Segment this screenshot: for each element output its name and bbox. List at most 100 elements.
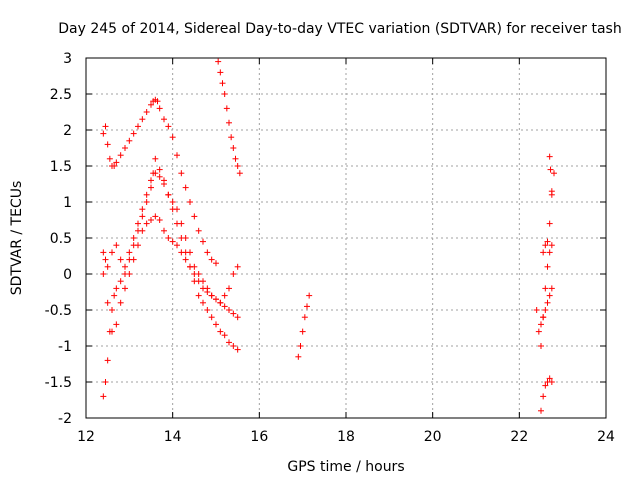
data-point bbox=[148, 217, 154, 223]
data-point bbox=[299, 328, 306, 335]
data-point bbox=[538, 321, 544, 328]
data-point bbox=[139, 206, 146, 213]
data-point bbox=[104, 141, 111, 148]
data-point bbox=[148, 184, 154, 191]
y-tick-label: 2 bbox=[63, 123, 72, 139]
data-point bbox=[152, 213, 159, 220]
data-point bbox=[126, 249, 133, 256]
data-point bbox=[135, 123, 141, 130]
data-point bbox=[122, 145, 128, 151]
data-point bbox=[161, 116, 167, 123]
x-tick-label: 14 bbox=[164, 429, 182, 445]
data-point bbox=[546, 375, 553, 382]
data-point bbox=[546, 249, 553, 256]
series-arc-8 bbox=[538, 375, 555, 414]
axis-ticks bbox=[85, 57, 607, 419]
data-point bbox=[213, 296, 219, 303]
data-point bbox=[546, 292, 553, 299]
data-point bbox=[542, 307, 549, 313]
data-point bbox=[540, 314, 547, 321]
data-point bbox=[221, 303, 228, 310]
data-point bbox=[102, 256, 109, 263]
chart-title: Day 245 of 2014, Sidereal Day-to-day VTE… bbox=[58, 21, 621, 37]
data-point bbox=[169, 134, 176, 141]
data-point bbox=[169, 238, 176, 245]
y-axis-tick-labels: -2 -1.5 -1 -0.5 0 0.5 1 1.5 2 2.5 3 bbox=[45, 51, 72, 427]
data-point bbox=[156, 166, 163, 173]
y-tick-label: 0.5 bbox=[50, 231, 72, 247]
series-arc-2 bbox=[215, 58, 243, 177]
series-arc-11 bbox=[546, 153, 555, 195]
data-point bbox=[228, 134, 235, 141]
data-point bbox=[533, 307, 540, 313]
data-point bbox=[169, 199, 176, 205]
data-point bbox=[130, 256, 137, 263]
y-tick-label: -0.5 bbox=[45, 303, 72, 319]
data-point bbox=[538, 343, 544, 349]
data-point bbox=[295, 353, 302, 360]
data-point bbox=[548, 285, 555, 292]
data-point bbox=[174, 242, 180, 249]
data-point bbox=[234, 314, 241, 321]
data-point bbox=[215, 58, 222, 65]
x-tick-label: 16 bbox=[250, 429, 268, 445]
data-point bbox=[223, 105, 230, 112]
y-axis-label: SDTVAR / TECUs bbox=[9, 181, 25, 296]
data-point bbox=[221, 332, 228, 339]
data-point bbox=[200, 285, 206, 292]
data-point bbox=[161, 227, 167, 234]
data-point bbox=[540, 393, 547, 400]
data-point bbox=[117, 299, 124, 306]
data-point bbox=[208, 292, 215, 299]
data-point bbox=[208, 314, 215, 321]
data-point bbox=[226, 339, 232, 346]
data-point bbox=[221, 292, 228, 299]
data-point bbox=[304, 303, 310, 310]
data-point bbox=[542, 285, 549, 292]
data-point bbox=[111, 292, 118, 299]
data-point bbox=[154, 98, 161, 105]
data-point bbox=[230, 310, 237, 317]
data-point bbox=[217, 69, 224, 76]
data-point bbox=[548, 188, 555, 195]
data-point bbox=[126, 137, 133, 144]
data-point bbox=[548, 379, 555, 385]
y-tick-label: -1.5 bbox=[45, 375, 72, 391]
data-point bbox=[104, 357, 111, 364]
data-point bbox=[148, 101, 154, 108]
data-point bbox=[195, 292, 202, 299]
data-point bbox=[102, 123, 109, 130]
y-tick-label: -2 bbox=[58, 411, 72, 427]
data-point bbox=[213, 260, 219, 267]
data-point bbox=[208, 256, 215, 263]
data-point bbox=[547, 166, 554, 173]
data-points bbox=[100, 58, 557, 414]
data-point bbox=[148, 177, 154, 184]
data-point bbox=[143, 191, 150, 198]
data-point bbox=[191, 271, 198, 277]
series-arc-1 bbox=[100, 96, 219, 267]
data-point bbox=[195, 278, 202, 285]
data-point bbox=[109, 249, 115, 256]
data-point bbox=[152, 170, 159, 177]
data-point bbox=[230, 145, 237, 151]
data-point bbox=[234, 346, 241, 353]
data-point bbox=[544, 238, 551, 245]
data-point bbox=[161, 181, 167, 187]
x-tick-label: 20 bbox=[424, 429, 442, 445]
data-point bbox=[143, 109, 150, 115]
data-point bbox=[174, 206, 180, 213]
data-point bbox=[100, 393, 107, 400]
data-point bbox=[122, 285, 128, 292]
data-point bbox=[139, 227, 146, 234]
data-point bbox=[226, 285, 232, 292]
data-point bbox=[191, 213, 198, 220]
data-point bbox=[104, 263, 111, 270]
data-point bbox=[130, 235, 137, 241]
data-point bbox=[548, 242, 555, 249]
data-point bbox=[182, 184, 189, 191]
data-point bbox=[219, 80, 226, 87]
data-point bbox=[540, 249, 547, 256]
data-point bbox=[195, 227, 202, 234]
